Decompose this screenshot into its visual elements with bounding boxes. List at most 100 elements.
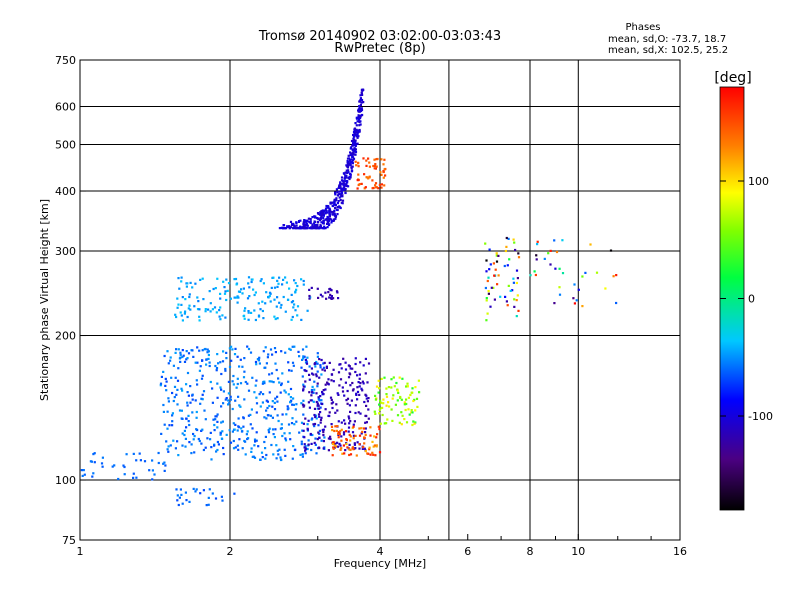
data-point — [232, 383, 235, 386]
data-point — [349, 147, 352, 150]
data-point — [340, 195, 343, 198]
data-point — [194, 361, 197, 364]
data-point — [339, 181, 342, 184]
data-point — [345, 399, 348, 402]
data-point — [368, 165, 371, 168]
data-point — [356, 129, 359, 132]
data-point — [311, 216, 314, 219]
data-point — [337, 186, 340, 190]
data-point — [177, 367, 180, 370]
data-point — [337, 371, 341, 374]
data-point — [205, 363, 208, 366]
data-point — [254, 318, 257, 322]
data-point — [188, 441, 191, 444]
data-point — [362, 101, 365, 104]
data-point — [169, 444, 172, 447]
data-point — [192, 438, 195, 441]
data-point — [332, 368, 335, 371]
data-point — [279, 456, 282, 459]
data-point — [286, 225, 289, 228]
data-point — [181, 319, 184, 322]
data-point — [344, 430, 348, 433]
data-point — [319, 213, 322, 216]
data-point — [515, 281, 518, 285]
data-point — [284, 454, 287, 457]
data-point — [153, 473, 156, 476]
data-point — [391, 397, 394, 400]
data-point — [336, 425, 339, 428]
data-point — [347, 430, 350, 433]
data-point — [211, 492, 214, 495]
data-point — [216, 413, 219, 416]
data-point — [208, 290, 211, 293]
data-point — [333, 212, 336, 215]
data-point — [318, 376, 321, 379]
data-point — [307, 217, 310, 220]
data-point — [296, 305, 300, 308]
data-point — [321, 213, 324, 216]
data-point — [385, 422, 388, 425]
data-point — [207, 357, 210, 360]
data-point — [343, 188, 347, 191]
data-point — [295, 222, 298, 225]
chart-subtitle: RwPretec (8p) — [334, 41, 425, 56]
data-point — [365, 159, 368, 162]
data-point — [271, 353, 274, 356]
data-point — [334, 215, 337, 219]
data-point — [312, 391, 315, 394]
data-point — [206, 437, 209, 440]
data-point — [204, 308, 207, 311]
data-point — [366, 381, 369, 384]
data-point — [216, 353, 219, 356]
data-point — [348, 157, 351, 160]
data-point — [350, 139, 354, 143]
data-point — [369, 453, 372, 456]
data-point — [329, 296, 333, 299]
data-point — [308, 365, 311, 368]
data-point — [253, 444, 256, 447]
data-point — [166, 448, 169, 451]
data-point — [269, 414, 272, 417]
data-point — [301, 429, 304, 432]
data-point — [191, 393, 194, 396]
data-point — [237, 296, 240, 299]
data-point — [193, 305, 196, 308]
data-point — [358, 118, 361, 121]
data-point — [333, 214, 337, 217]
data-point — [358, 447, 361, 450]
data-point — [186, 357, 189, 360]
data-point — [275, 368, 278, 372]
data-point — [210, 446, 213, 449]
data-point — [300, 227, 303, 230]
data-point — [357, 165, 360, 168]
data-point — [244, 453, 247, 456]
data-point — [318, 415, 321, 418]
data-point — [367, 157, 370, 160]
data-point — [558, 267, 561, 270]
data-point — [353, 135, 356, 138]
data-point — [182, 354, 185, 357]
data-point — [163, 423, 166, 426]
data-point — [230, 345, 233, 348]
data-point — [228, 401, 231, 405]
data-point — [189, 385, 192, 388]
data-point — [231, 348, 234, 351]
data-point — [233, 353, 237, 356]
data-point — [300, 421, 304, 424]
data-point — [294, 282, 297, 285]
data-point — [333, 209, 336, 212]
data-point — [242, 287, 245, 290]
data-point — [196, 346, 199, 349]
data-point — [173, 385, 177, 388]
data-point — [125, 453, 128, 456]
data-point — [200, 442, 203, 445]
data-point — [352, 159, 355, 162]
data-point — [344, 171, 347, 174]
data-point — [362, 446, 365, 449]
data-point — [312, 400, 315, 403]
data-point — [219, 432, 222, 435]
data-point — [495, 260, 499, 263]
data-point — [369, 434, 372, 437]
data-point — [320, 373, 323, 376]
data-point — [191, 286, 194, 289]
